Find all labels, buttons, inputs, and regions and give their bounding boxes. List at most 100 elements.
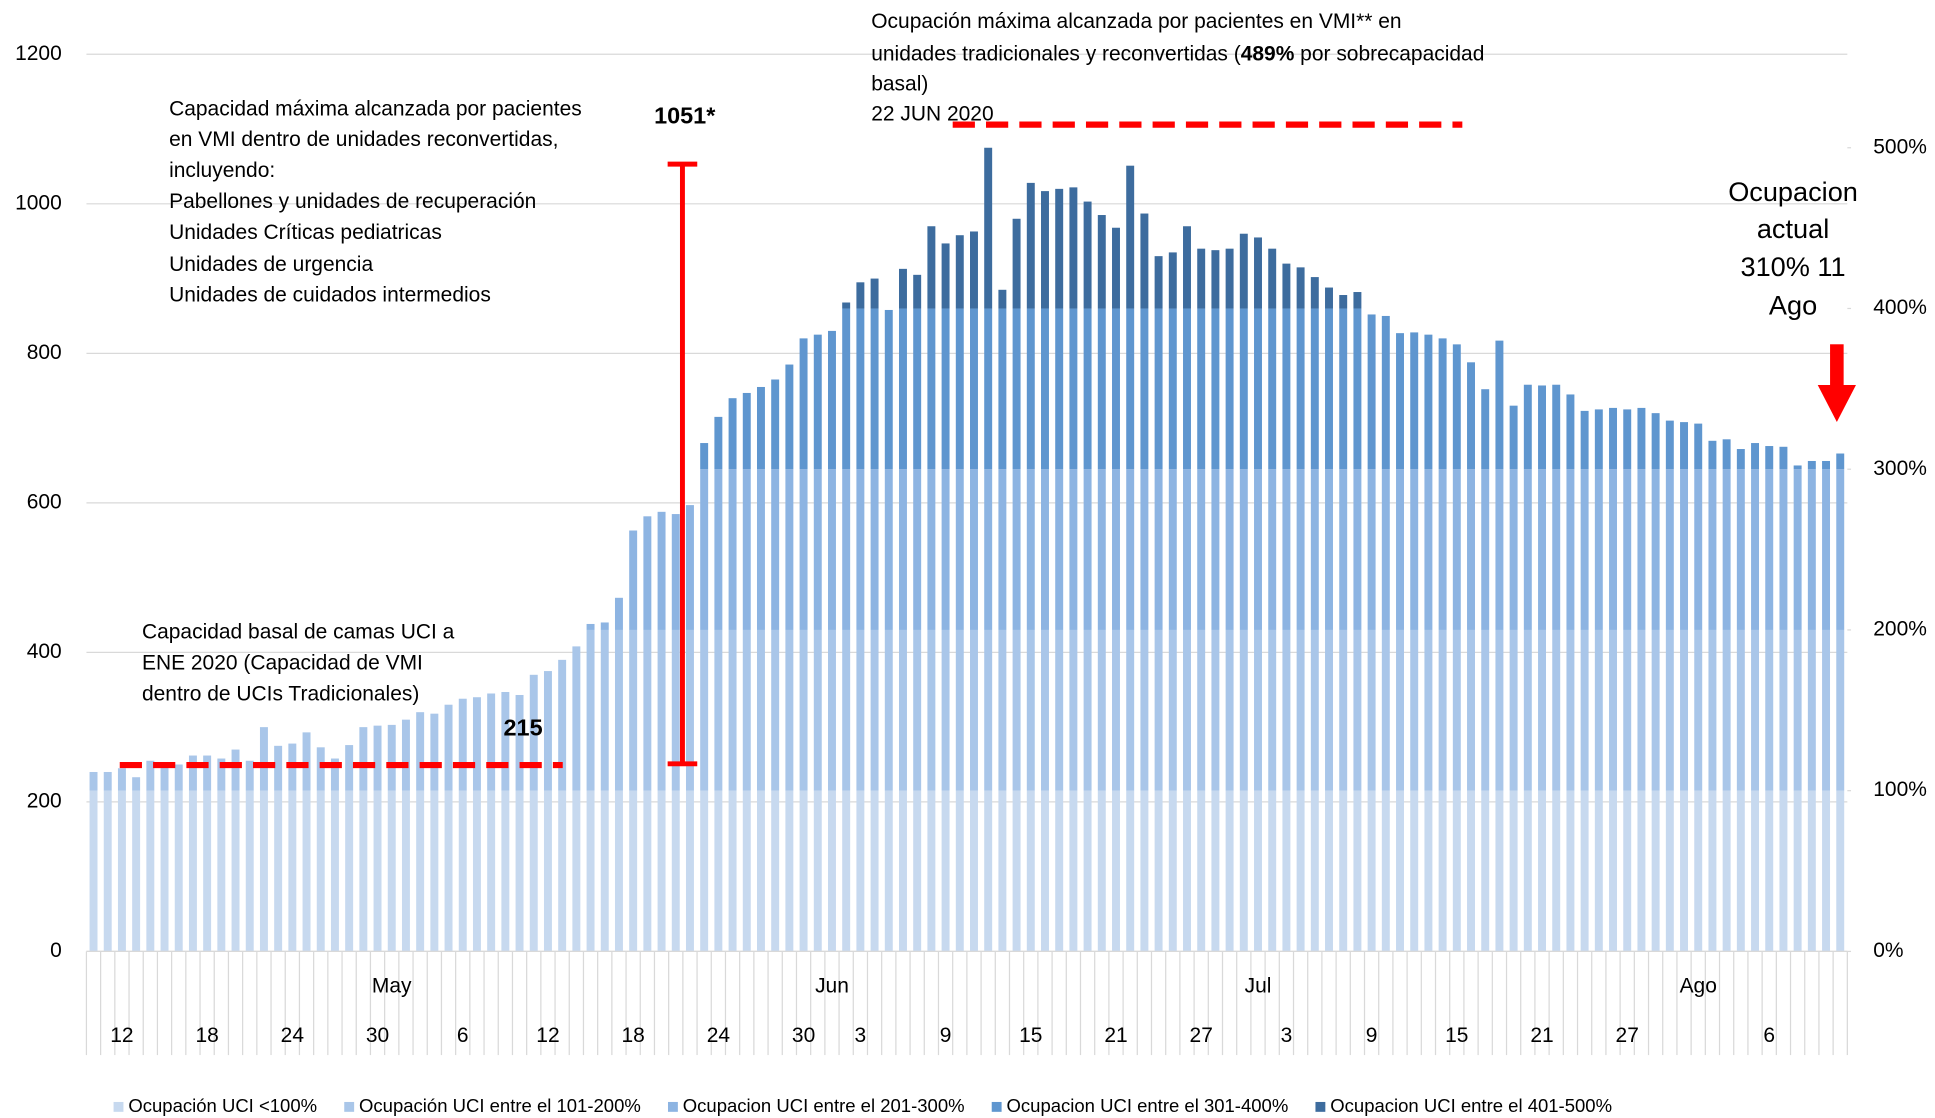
bar-segment <box>1339 790 1348 952</box>
bar-segment <box>685 790 694 952</box>
bar-segment <box>671 790 680 952</box>
bar-segment <box>1069 629 1078 791</box>
bar-segment <box>884 469 893 630</box>
bar-segment <box>1779 446 1788 470</box>
x-tick-label: 12 <box>536 1024 559 1047</box>
bar-segment <box>629 530 638 630</box>
bar-segment <box>1396 333 1404 470</box>
bar-segment <box>742 790 751 952</box>
bar-segment <box>174 790 183 952</box>
bar-segment <box>1651 413 1660 470</box>
bar-segment <box>430 790 439 952</box>
bar-segment <box>899 469 907 630</box>
bar-segment <box>1396 469 1404 630</box>
y-tick-label: 800 <box>27 341 62 364</box>
bar-segment <box>401 790 410 952</box>
bar-segment <box>1310 790 1319 952</box>
bar-segment <box>1296 790 1305 952</box>
bar-segment <box>671 514 680 630</box>
legend-label: Ocupacion UCI entre el 401-500% <box>1330 1095 1612 1116</box>
bar-segment <box>1083 469 1092 630</box>
bar-segment <box>1168 252 1177 309</box>
y2-tick-label: 200% <box>1873 617 1927 640</box>
bar-segment <box>1367 469 1376 630</box>
bar-segment <box>1552 629 1561 791</box>
bar-segment <box>1353 629 1362 791</box>
bar-segment <box>1396 629 1404 791</box>
bar-segment <box>487 693 496 791</box>
bar-segment <box>1424 334 1433 470</box>
bar-segment <box>685 505 694 630</box>
axes: 0 200 400 600 800 1000 1200 0% 100% 200% 300% 400% 5… <box>15 42 1927 1056</box>
bar-segment <box>1140 790 1149 952</box>
annotation-line: Ago <box>1769 289 1817 320</box>
bar-segment <box>856 282 865 309</box>
bar-segment <box>1495 790 1504 952</box>
bar-segment <box>1353 469 1362 630</box>
bar-segment <box>1410 790 1419 952</box>
bar-segment <box>1651 790 1660 952</box>
bar-segment <box>643 516 652 630</box>
bar-segment <box>1623 790 1632 952</box>
bar-segment <box>1438 469 1447 630</box>
bar-segment <box>1751 469 1760 630</box>
bar-segment <box>1083 308 1092 470</box>
bar-segment <box>1069 790 1078 952</box>
bar-segment <box>1140 469 1149 630</box>
bar-segment <box>1140 213 1149 309</box>
bar-segment <box>728 629 737 791</box>
month-label: Jun <box>815 975 849 998</box>
bar-segment <box>203 755 212 791</box>
bar-segment <box>1083 201 1092 309</box>
current-arrow <box>1817 344 1856 423</box>
bar-segment <box>1623 409 1632 470</box>
annotation-line: Capacidad máxima alcanzada por pacientes <box>169 97 582 120</box>
bar-segment <box>1779 629 1788 791</box>
bar-segment <box>756 469 765 630</box>
bar-segment <box>217 758 226 791</box>
bar-segment <box>1722 629 1731 791</box>
bar-segment <box>1325 287 1333 309</box>
peak-annotation: Ocupación máxima alcanzada por pacientes… <box>871 10 1484 126</box>
bar-segment <box>1623 469 1632 630</box>
bar-segment <box>1538 469 1546 630</box>
bar-segment <box>1296 629 1305 791</box>
x-tick-label: 30 <box>792 1024 815 1047</box>
bar-segment <box>1552 790 1561 952</box>
bar-segment <box>1282 469 1291 630</box>
y2-tick-label: 500% <box>1873 135 1927 158</box>
bar-segment <box>1225 308 1234 470</box>
bar-segment <box>870 308 879 470</box>
bar-segment <box>1751 443 1760 470</box>
bar-segment <box>1594 409 1603 470</box>
bar-segment <box>714 629 723 791</box>
bar-segment <box>799 629 808 791</box>
bar-segment <box>1651 469 1660 630</box>
bar-segment <box>1452 629 1461 791</box>
bar-segment <box>1765 790 1774 952</box>
bar-segment <box>1254 790 1262 952</box>
bar-segment <box>1637 629 1646 791</box>
bar-segment <box>1523 629 1532 791</box>
bar-segment <box>572 790 581 952</box>
bar-segment <box>913 469 922 630</box>
bar-segment <box>998 308 1007 470</box>
bar-segment <box>1637 407 1646 470</box>
bar-segment <box>728 398 737 470</box>
bar-segment <box>1523 790 1532 952</box>
bar-segment <box>799 469 808 630</box>
bar-segment <box>288 790 297 952</box>
annotation-line: Unidades Críticas pediatricas <box>169 221 442 244</box>
bar-segment <box>1509 790 1518 952</box>
bar-segment <box>117 790 126 952</box>
bar-segment <box>373 725 382 791</box>
bar-segment <box>1310 277 1319 309</box>
bar-segment <box>1367 790 1376 952</box>
bar-segment <box>1410 469 1419 630</box>
bar-segment <box>416 712 425 791</box>
bar-segment <box>1268 790 1277 952</box>
annotation-line: Pabellones y unidades de recuperación <box>169 190 536 213</box>
bar-segment <box>785 364 794 470</box>
annotation-line: unidades tradicionales y reconvertidas (… <box>871 42 1484 65</box>
